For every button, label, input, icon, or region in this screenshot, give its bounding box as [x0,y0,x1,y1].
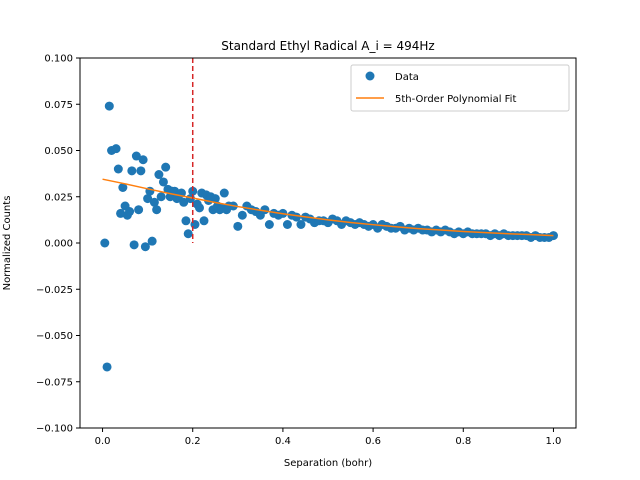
x-axis-label: Separation (bohr) [284,458,372,469]
data-point [147,236,157,246]
data-point [264,220,274,229]
data-point [131,151,141,161]
y-tick-label: 0.050 [44,146,73,157]
data-point [125,207,135,217]
data-point [260,205,270,215]
data-point [140,242,150,252]
plot-area [100,58,558,372]
data-point [100,238,110,248]
x-tick-label: 1.0 [546,436,562,447]
data-point [143,194,153,204]
data-point [158,177,168,187]
data-point [136,166,146,176]
data-point [149,197,159,207]
data-point [152,205,162,215]
x-tick-label: 0.4 [275,436,291,447]
legend-box [350,64,570,112]
data-point [156,192,166,202]
legend-marker-data [365,71,375,81]
y-tick-label: −0.100 [36,424,73,435]
y-tick-label: −0.075 [36,377,73,388]
x-tick-label: 0.6 [365,436,381,447]
chart-title: Standard Ethyl Radical A_i = 494Hz [221,39,434,53]
fit-line [102,178,554,237]
data-point [134,205,144,215]
y-tick-label: −0.050 [36,331,73,342]
data-point [127,166,137,176]
data-point [190,220,200,229]
data-point [233,221,243,231]
y-axis-label: Normalized Counts [2,196,13,291]
tick-group: 0.0 0.2 0.4 0.6 0.8 1.0 −0.100 −0.075 −0.050 −0.0… [36,54,561,448]
x-tick-label: 0.2 [185,436,201,447]
data-point [194,203,204,213]
data-point [296,220,306,229]
data-point [210,194,220,204]
data-point [219,188,229,198]
y-tick-label: 0.000 [44,239,73,250]
data-point [179,197,189,207]
data-point [199,216,209,226]
data-point [129,240,139,250]
data-point [154,170,164,180]
data-point [113,164,123,174]
data-point [138,155,148,165]
legend-label-fit: 5th-Order Polynomial Fit [395,94,516,105]
data-point [118,183,128,192]
data-point [282,220,292,229]
data-point [161,162,171,172]
x-tick-label: 0.0 [95,436,111,447]
data-point [116,208,126,218]
data-point [181,216,191,226]
y-tick-label: −0.025 [36,285,73,296]
legend-label-data: Data [395,72,419,83]
data-point [111,144,121,154]
data-point [188,186,198,196]
data-point [102,362,112,372]
legend: Data 5th-Order Polynomial Fit [350,64,570,112]
data-point [104,101,114,111]
y-tick-label: 0.025 [44,192,73,203]
data-point [237,210,247,220]
y-tick-label: 0.100 [44,54,73,65]
y-tick-label: 0.075 [44,100,73,111]
x-tick-label: 0.8 [455,436,471,447]
data-point [183,229,193,239]
